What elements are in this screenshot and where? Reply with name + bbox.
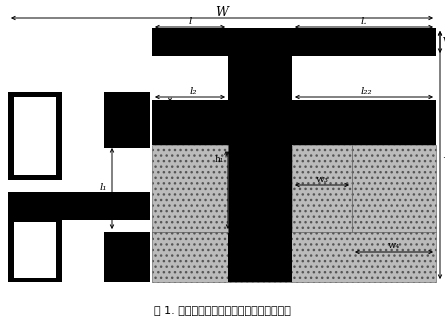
Text: l.: l. [361, 17, 367, 27]
Text: w₂: w₂ [236, 155, 247, 165]
Bar [8, 92, 62, 180]
Text: l₁: l₁ [100, 183, 107, 193]
Bar [292, 145, 352, 232]
Bar [352, 145, 436, 232]
Bar [152, 100, 228, 145]
Bar [152, 145, 228, 232]
Text: 图 1. 双频带印刷振子极化分集天线几何模型: 图 1. 双频带印刷振子极化分集天线几何模型 [154, 305, 291, 315]
Text: l: l [188, 17, 192, 27]
Text: h₂: h₂ [258, 189, 269, 197]
Bar [152, 56, 228, 100]
Text: W: W [215, 7, 228, 19]
Bar [8, 218, 62, 282]
Bar [292, 56, 436, 100]
Bar [104, 92, 150, 148]
Text: l₂: l₂ [189, 87, 197, 95]
Bar [228, 28, 292, 282]
Text: w₃: w₃ [316, 174, 328, 183]
Text: L: L [443, 149, 445, 161]
Bar [292, 145, 352, 232]
Bar [152, 145, 238, 238]
Bar [14, 222, 56, 278]
Bar [152, 145, 228, 232]
Bar [152, 56, 228, 100]
Bar [8, 192, 150, 220]
Text: w₄: w₄ [388, 241, 400, 251]
Bar [14, 97, 56, 175]
Text: l₂₂: l₂₂ [360, 87, 372, 95]
Bar [292, 100, 436, 145]
Bar [104, 232, 150, 282]
Bar [152, 232, 436, 282]
Bar [152, 28, 436, 56]
Bar [292, 56, 436, 100]
Text: h₁: h₁ [214, 155, 224, 165]
Text: W₁: W₁ [443, 37, 445, 47]
